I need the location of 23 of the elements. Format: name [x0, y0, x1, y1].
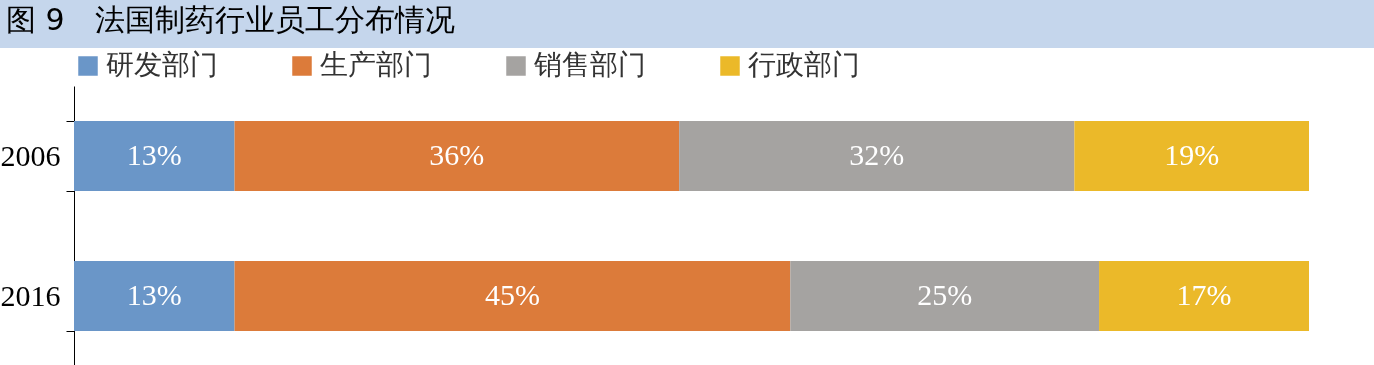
data-label: 19%	[1164, 138, 1220, 171]
data-label: 13%	[126, 278, 182, 311]
data-label: 13%	[126, 138, 182, 171]
data-label: 17%	[1176, 278, 1232, 311]
bar	[234, 261, 791, 331]
chart-title: 图 9 法国制药行业员工分布情况	[0, 0, 1374, 48]
data-label: 25%	[917, 278, 973, 311]
data-label: 45%	[484, 278, 540, 311]
bar	[679, 121, 1075, 191]
bar	[74, 121, 235, 191]
legend-label: 销售部门	[533, 49, 646, 80]
y-tick-label: 2006	[0, 138, 61, 172]
legend-label: 研发部门	[106, 49, 218, 80]
data-label: 32%	[849, 138, 905, 171]
bar	[1074, 121, 1309, 191]
y-tick-label: 2016	[0, 278, 61, 312]
bar	[74, 261, 235, 331]
legend-label: 生产部门	[320, 49, 432, 80]
bar	[234, 121, 680, 191]
legend-label: 行政部门	[748, 49, 860, 80]
bar	[1099, 261, 1309, 331]
data-label: 36%	[429, 138, 485, 171]
bar	[790, 261, 1100, 331]
